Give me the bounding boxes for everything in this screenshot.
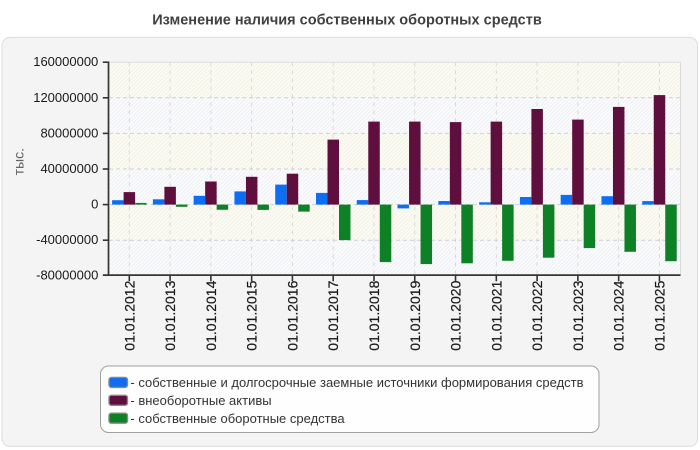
svg-text:01.01.2015: 01.01.2015 xyxy=(244,280,260,350)
svg-text:01.01.2018: 01.01.2018 xyxy=(366,280,382,350)
svg-text:01.01.2019: 01.01.2019 xyxy=(407,280,423,350)
svg-text:01.01.2017: 01.01.2017 xyxy=(325,280,341,350)
svg-text:80000000: 80000000 xyxy=(40,125,98,140)
svg-text:01.01.2022: 01.01.2022 xyxy=(529,280,545,350)
svg-text:-40000000: -40000000 xyxy=(36,232,98,247)
svg-text:120000000: 120000000 xyxy=(33,90,98,105)
svg-text:01.01.2025: 01.01.2025 xyxy=(651,280,667,350)
svg-text:01.01.2021: 01.01.2021 xyxy=(488,280,504,350)
svg-text:40000000: 40000000 xyxy=(40,161,98,176)
svg-text:- собственные и долгосрочные з: - собственные и долгосрочные заемные ист… xyxy=(130,375,583,390)
svg-text:01.01.2024: 01.01.2024 xyxy=(611,280,627,350)
svg-text:0: 0 xyxy=(91,197,98,212)
svg-text:Изменение наличия собственных: Изменение наличия собственных оборотных … xyxy=(152,13,542,29)
svg-text:01.01.2014: 01.01.2014 xyxy=(203,280,219,350)
svg-text:-80000000: -80000000 xyxy=(36,267,98,282)
svg-text:- собственные оборотные средст: - собственные оборотные средства xyxy=(130,411,345,426)
svg-text:01.01.2013: 01.01.2013 xyxy=(162,280,178,350)
svg-text:01.01.2016: 01.01.2016 xyxy=(284,280,300,350)
svg-text:тыс.: тыс. xyxy=(11,148,27,175)
svg-text:01.01.2020: 01.01.2020 xyxy=(448,280,464,350)
svg-text:- внеоборотные активы: - внеоборотные активы xyxy=(130,393,271,408)
svg-text:160000000: 160000000 xyxy=(33,54,98,69)
svg-text:01.01.2023: 01.01.2023 xyxy=(570,280,586,350)
svg-text:01.01.2012: 01.01.2012 xyxy=(121,280,137,350)
